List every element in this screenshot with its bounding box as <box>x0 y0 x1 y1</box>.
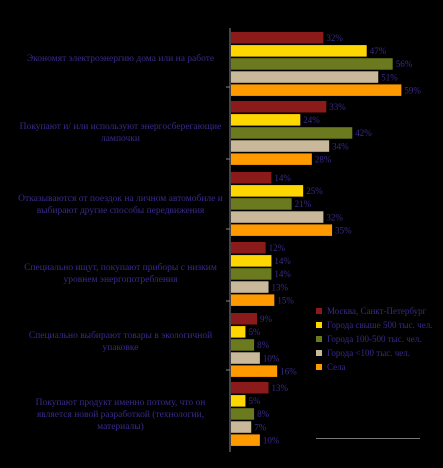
bar <box>231 365 278 377</box>
legend-swatch <box>316 308 322 314</box>
data-label: 47% <box>370 46 387 56</box>
bar <box>231 58 393 70</box>
legend-item: Села <box>316 361 438 373</box>
category-label: Специально ищут, покупают приборы с низк… <box>24 263 217 285</box>
bar <box>231 395 246 407</box>
bar <box>231 352 260 364</box>
data-label: 14% <box>274 256 291 266</box>
data-label: 10% <box>263 435 280 445</box>
data-label: 12% <box>269 243 286 253</box>
legend-item: Города <100 тыс. чел. <box>316 347 438 359</box>
legend: Москва, Санкт-Петербург Города свыше 500 … <box>316 305 438 375</box>
bar <box>231 198 292 210</box>
bar <box>231 84 402 96</box>
bar <box>231 313 257 325</box>
bar <box>231 153 312 165</box>
data-label: 7% <box>254 422 267 432</box>
bar <box>231 382 269 394</box>
data-label: 8% <box>257 340 270 350</box>
data-label: 16% <box>280 366 297 376</box>
bar <box>231 339 255 351</box>
bar <box>231 294 275 306</box>
data-label: 25% <box>306 186 323 196</box>
data-label: 56% <box>396 59 413 69</box>
data-label: 14% <box>274 173 291 183</box>
bar <box>231 32 324 44</box>
bar <box>231 45 367 57</box>
legend-label: Города <100 тыс. чел. <box>327 348 411 358</box>
legend-swatch <box>316 350 322 356</box>
data-label: 15% <box>277 295 294 305</box>
data-label: 5% <box>248 396 261 406</box>
bar <box>231 211 324 223</box>
legend-label: Москва, Санкт-Петербург <box>327 306 427 316</box>
data-label: 10% <box>263 353 280 363</box>
data-label: 14% <box>274 269 291 279</box>
bar <box>231 172 272 184</box>
data-label: 35% <box>335 225 352 235</box>
legend-label: Города 100-500 тыс. чел. <box>327 334 422 344</box>
data-label: 5% <box>248 327 261 337</box>
data-label: 28% <box>315 154 332 164</box>
data-label: 32% <box>326 33 343 43</box>
data-label: 34% <box>332 141 349 151</box>
data-label: 32% <box>326 212 343 222</box>
bar <box>231 71 379 83</box>
data-label: 13% <box>272 282 289 292</box>
bar <box>231 281 269 293</box>
data-label: 13% <box>272 383 289 393</box>
bar <box>231 224 333 236</box>
data-label: 42% <box>355 128 372 138</box>
bar <box>231 408 255 420</box>
data-label: 9% <box>260 314 273 324</box>
data-label: 21% <box>295 199 312 209</box>
legend-item: Города свыше 500 тыс. чел. <box>316 319 438 331</box>
data-label: 24% <box>303 115 320 125</box>
bar <box>231 101 327 113</box>
data-label: 51% <box>381 72 398 82</box>
legend-divider <box>316 438 420 439</box>
category-label: Экономят электроэнергию дома или на рабо… <box>26 54 215 64</box>
bar <box>231 127 353 139</box>
bar <box>231 242 266 254</box>
legend-item: Москва, Санкт-Петербург <box>316 305 438 317</box>
legend-item: Города 100-500 тыс. чел. <box>316 333 438 345</box>
data-label: 33% <box>329 102 346 112</box>
legend-label: Города свыше 500 тыс. чел. <box>327 320 433 330</box>
bar <box>231 434 260 446</box>
bar <box>231 140 330 152</box>
legend-swatch <box>316 364 322 370</box>
bar <box>231 185 304 197</box>
data-label: 8% <box>257 409 270 419</box>
category-label: Покупают и/ или используют энергосберега… <box>19 122 222 144</box>
data-label: 59% <box>404 85 421 95</box>
category-label: Отказываются от поездок на личном автомо… <box>18 194 223 216</box>
legend-swatch <box>316 336 322 342</box>
bar <box>231 255 272 267</box>
category-label: Специально выбирают товары в экологичной… <box>28 331 213 353</box>
category-label: Покупают продукт именно потому, что он я… <box>35 398 206 432</box>
bar <box>231 421 252 433</box>
bar <box>231 114 301 126</box>
legend-swatch <box>316 322 322 328</box>
legend-label: Села <box>327 362 346 372</box>
bar <box>231 268 272 280</box>
bar <box>231 326 246 338</box>
